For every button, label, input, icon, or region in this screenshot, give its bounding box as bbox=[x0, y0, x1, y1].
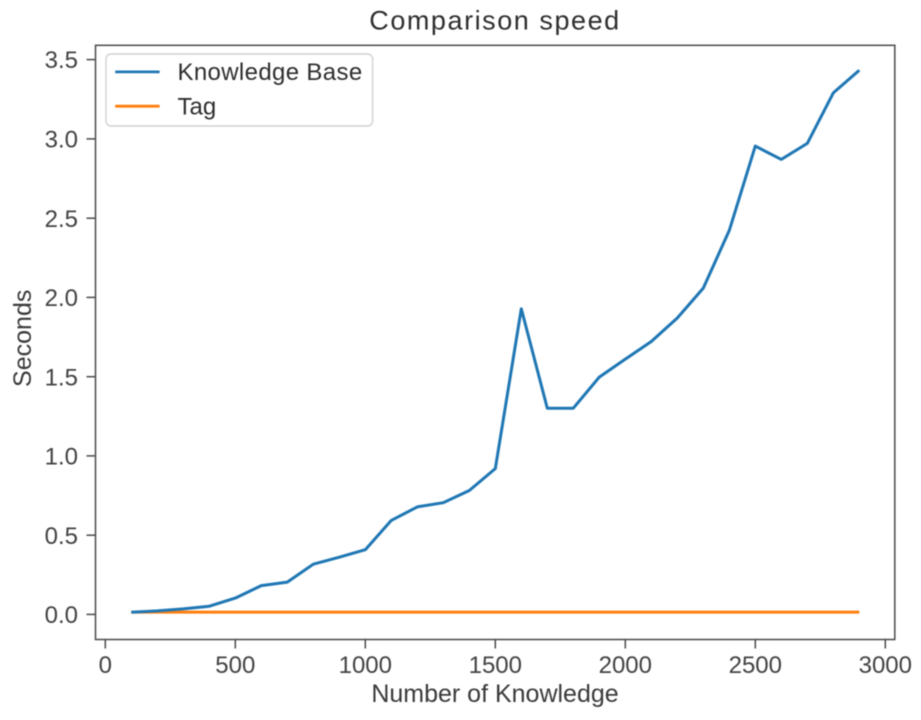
svg-text:Comparison speed: Comparison speed bbox=[369, 6, 620, 36]
svg-text:1500: 1500 bbox=[469, 652, 522, 679]
svg-text:3000: 3000 bbox=[859, 652, 912, 679]
svg-text:0.0: 0.0 bbox=[45, 602, 78, 629]
svg-text:Seconds: Seconds bbox=[9, 290, 37, 387]
svg-text:1.5: 1.5 bbox=[45, 364, 78, 391]
svg-text:3.5: 3.5 bbox=[45, 47, 78, 74]
svg-text:Number of Knowledge: Number of Knowledge bbox=[371, 680, 618, 708]
svg-text:0.5: 0.5 bbox=[45, 523, 78, 550]
svg-text:1000: 1000 bbox=[339, 652, 392, 679]
svg-text:3.0: 3.0 bbox=[45, 127, 78, 154]
svg-text:0: 0 bbox=[99, 652, 112, 679]
svg-text:2000: 2000 bbox=[599, 652, 652, 679]
svg-text:2500: 2500 bbox=[729, 652, 782, 679]
svg-text:2.5: 2.5 bbox=[45, 206, 78, 233]
svg-text:1.0: 1.0 bbox=[45, 444, 78, 471]
svg-text:Tag: Tag bbox=[178, 93, 217, 120]
svg-text:Knowledge Base: Knowledge Base bbox=[178, 59, 363, 86]
svg-text:500: 500 bbox=[215, 652, 255, 679]
svg-text:2.0: 2.0 bbox=[45, 285, 78, 312]
